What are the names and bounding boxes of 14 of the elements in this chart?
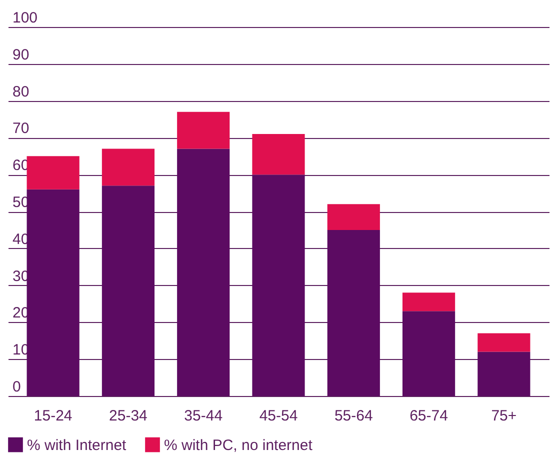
legend-label: % with Internet — [27, 436, 128, 454]
x-tick-label: 65-74 — [410, 408, 448, 424]
x-tick-label: 45-54 — [259, 408, 298, 424]
legend-label: % with PC, no internet — [164, 436, 314, 454]
x-tick-label: 35-44 — [184, 408, 223, 424]
x-tick-label: 75+ — [491, 408, 517, 424]
y-tick-label: 90 — [12, 46, 30, 64]
y-tick-label: 70 — [12, 120, 30, 138]
y-tick-label: 100 — [12, 10, 38, 26]
x-tick-label: 15-24 — [34, 408, 72, 424]
y-tick-label: 0 — [12, 378, 21, 396]
x-tick-label: 25-34 — [109, 408, 148, 424]
x-tick-label: 55-64 — [334, 408, 373, 424]
y-tick-label: 80 — [12, 83, 30, 100]
